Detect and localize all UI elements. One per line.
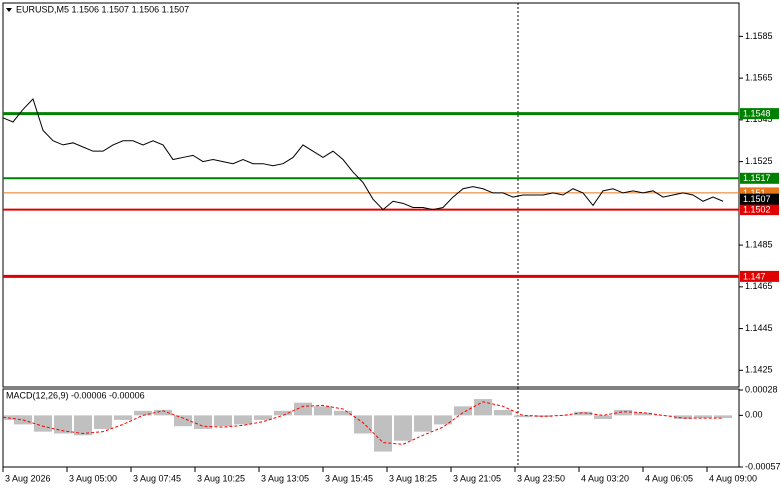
y-tick-label: 1.1525 xyxy=(745,156,773,166)
y-tick-label: 1.1585 xyxy=(745,31,773,41)
macd-bar xyxy=(434,415,452,425)
level-label-box xyxy=(740,187,779,199)
x-tick-label: 3 Aug 13:05 xyxy=(261,473,309,483)
macd-bar xyxy=(354,415,372,434)
x-tick-label: 3 Aug 05:00 xyxy=(69,473,117,483)
y-tick-label: 0.00 xyxy=(745,410,763,420)
level-label-box xyxy=(740,172,779,184)
macd-bar xyxy=(414,415,432,432)
x-tick-label: 3 Aug 2026 xyxy=(5,473,51,483)
macd-bar xyxy=(654,415,672,416)
macd-bar xyxy=(514,415,532,418)
price-line xyxy=(2,98,724,211)
x-tick-label: 3 Aug 10:25 xyxy=(197,473,245,483)
macd-bar xyxy=(574,411,592,416)
macd-bar xyxy=(694,415,712,419)
main-panel-frame xyxy=(2,2,740,388)
level-label-box xyxy=(740,270,779,282)
level-label-box xyxy=(740,204,779,216)
y-tick-label: 1.1465 xyxy=(745,281,773,291)
macd-bar xyxy=(114,415,132,420)
last-price-label: 1.1507 xyxy=(743,194,771,204)
macd-bar xyxy=(494,409,512,416)
level-label: 1.1548 xyxy=(743,108,771,118)
macd-bar xyxy=(594,415,612,419)
macd-bar xyxy=(534,415,552,418)
macd-bar xyxy=(174,415,192,427)
x-tick-label: 4 Aug 03:20 xyxy=(581,473,629,483)
macd-bar xyxy=(94,415,112,429)
signal-line xyxy=(2,401,723,445)
macd-bar xyxy=(334,410,352,416)
macd-bar xyxy=(154,409,172,416)
macd-bar xyxy=(214,415,232,427)
y-tick-label: 1.1425 xyxy=(745,365,773,375)
x-tick-label: 3 Aug 18:25 xyxy=(389,473,437,483)
x-tick-label: 3 Aug 15:45 xyxy=(325,473,373,483)
macd-bar xyxy=(54,415,72,434)
level-label-box xyxy=(740,108,779,120)
x-tick-label: 4 Aug 09:00 xyxy=(709,473,757,483)
macd-bar xyxy=(634,412,652,416)
macd-bar xyxy=(614,409,632,416)
macd-bar xyxy=(714,415,732,419)
macd-bar xyxy=(34,415,52,432)
macd-bar xyxy=(4,415,22,420)
y-tick-label: 1.1485 xyxy=(745,239,773,249)
macd-bar xyxy=(134,410,152,416)
y-tick-label: -0.00057 xyxy=(745,461,781,471)
y-tick-label: 1.1545 xyxy=(745,114,773,124)
level-label: 1.147 xyxy=(743,271,766,281)
macd-bar xyxy=(274,410,292,416)
macd-bar xyxy=(674,415,692,419)
macd-panel-frame xyxy=(2,388,740,468)
x-tick-label: 3 Aug 21:05 xyxy=(453,473,501,483)
y-tick-label: 1.1565 xyxy=(745,73,773,83)
macd-bar xyxy=(74,415,92,436)
x-tick-label: 3 Aug 23:50 xyxy=(517,473,565,483)
macd-bar xyxy=(454,406,472,416)
level-label: 1.1502 xyxy=(743,204,771,214)
macd-bar xyxy=(194,415,212,429)
y-tick-label: 1.1445 xyxy=(745,323,773,333)
y-tick-label: 0.00028 xyxy=(745,384,778,394)
macd-bar xyxy=(554,415,572,416)
menu-triangle xyxy=(6,8,12,12)
chart-title: EURUSD,M5 1.1506 1.1507 1.1506 1.1507 xyxy=(16,4,189,14)
macd-title: MACD(12,26,9) -0.00006 -0.00006 xyxy=(6,390,145,400)
macd-bar xyxy=(234,415,252,425)
x-tick-label: 3 Aug 07:45 xyxy=(133,473,181,483)
macd-bar xyxy=(254,415,272,420)
x-tick-label: 4 Aug 06:05 xyxy=(645,473,693,483)
macd-bar xyxy=(314,406,332,416)
level-label: 1.151 xyxy=(743,188,766,198)
last-price-label-box xyxy=(740,193,779,205)
macd-bar xyxy=(374,415,392,452)
level-label: 1.1517 xyxy=(743,173,771,183)
macd-bar xyxy=(394,415,412,441)
